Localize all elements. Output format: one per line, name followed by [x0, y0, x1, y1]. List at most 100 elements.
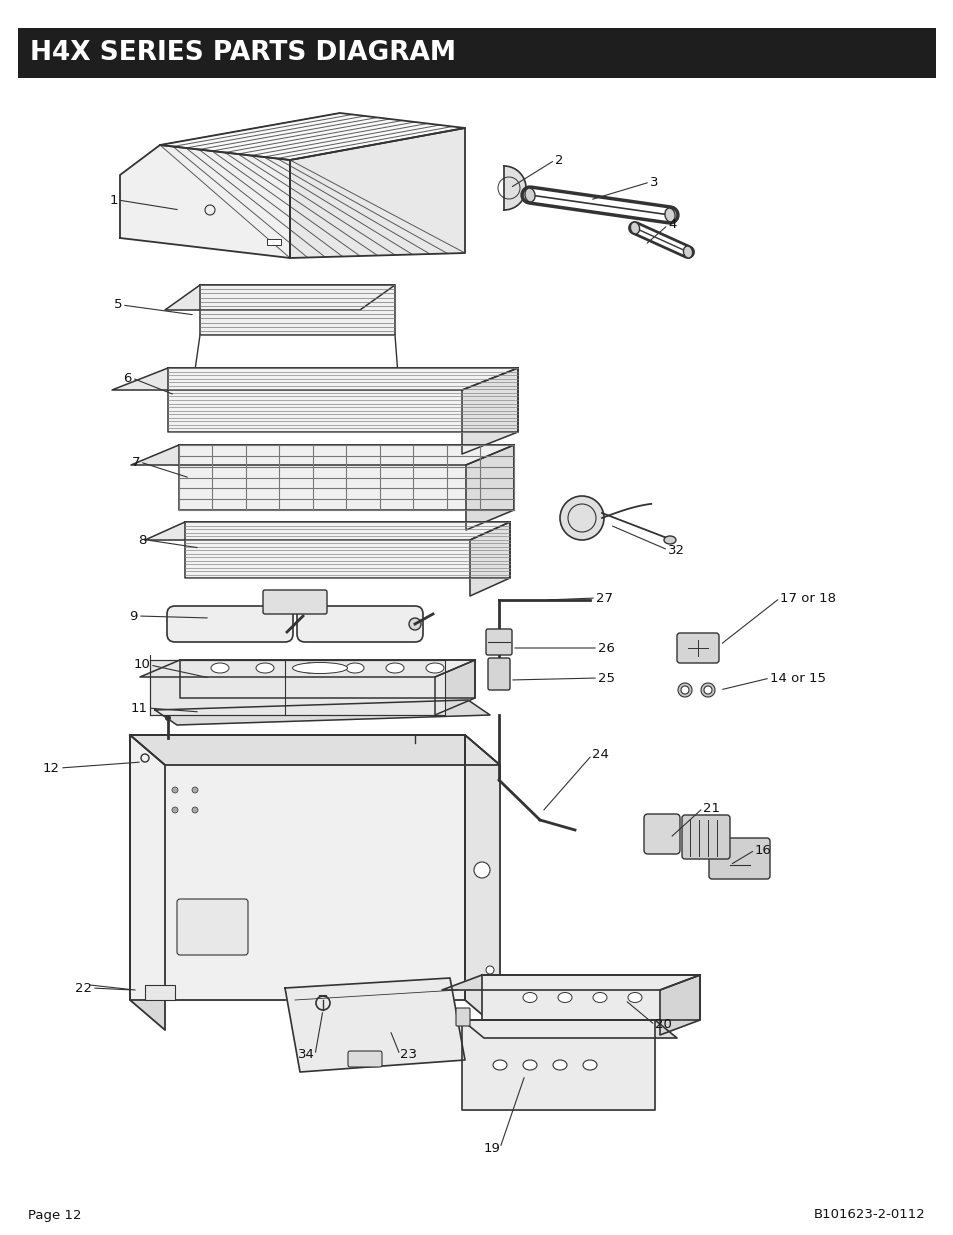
FancyBboxPatch shape: [677, 634, 719, 663]
Text: 24: 24: [592, 748, 608, 762]
FancyBboxPatch shape: [167, 606, 293, 642]
FancyBboxPatch shape: [263, 590, 327, 614]
Polygon shape: [503, 165, 525, 210]
Polygon shape: [165, 285, 395, 310]
Polygon shape: [659, 974, 700, 1035]
Polygon shape: [180, 659, 475, 698]
Text: 21: 21: [702, 802, 720, 815]
Ellipse shape: [346, 663, 364, 673]
Text: B101623-2-0112: B101623-2-0112: [814, 1209, 925, 1221]
Ellipse shape: [553, 1060, 566, 1070]
Circle shape: [165, 715, 171, 721]
Ellipse shape: [558, 993, 572, 1003]
Polygon shape: [285, 978, 464, 1072]
Polygon shape: [465, 445, 514, 530]
FancyBboxPatch shape: [456, 1008, 470, 1026]
Polygon shape: [131, 445, 514, 466]
Text: Page 12: Page 12: [28, 1209, 81, 1221]
FancyBboxPatch shape: [708, 839, 769, 879]
Ellipse shape: [522, 1060, 537, 1070]
Ellipse shape: [582, 1060, 597, 1070]
Polygon shape: [464, 735, 499, 1030]
Text: 26: 26: [598, 641, 615, 655]
Polygon shape: [154, 700, 490, 725]
Ellipse shape: [593, 993, 606, 1003]
Text: 1: 1: [110, 194, 118, 206]
Ellipse shape: [627, 993, 641, 1003]
Text: 9: 9: [130, 610, 138, 622]
FancyBboxPatch shape: [681, 815, 729, 860]
Circle shape: [409, 618, 420, 630]
Polygon shape: [200, 285, 395, 335]
Text: 12: 12: [43, 762, 60, 774]
Ellipse shape: [493, 1060, 506, 1070]
Text: H4X SERIES PARTS DIAGRAM: H4X SERIES PARTS DIAGRAM: [30, 40, 456, 65]
Text: 4: 4: [667, 219, 676, 231]
Polygon shape: [130, 735, 165, 1030]
Circle shape: [172, 787, 178, 793]
Text: 2: 2: [555, 153, 563, 167]
Text: 3: 3: [649, 175, 658, 189]
Ellipse shape: [664, 207, 675, 222]
Text: 5: 5: [113, 299, 122, 311]
Polygon shape: [185, 522, 510, 578]
Ellipse shape: [682, 246, 692, 258]
Bar: [18, 28, 935, 78]
Polygon shape: [130, 735, 499, 764]
Text: 27: 27: [596, 592, 613, 604]
Circle shape: [172, 806, 178, 813]
FancyBboxPatch shape: [419, 986, 450, 1000]
FancyBboxPatch shape: [348, 1051, 381, 1067]
FancyBboxPatch shape: [296, 606, 422, 642]
Text: 25: 25: [598, 672, 615, 684]
Text: 34: 34: [297, 1049, 314, 1062]
Ellipse shape: [630, 222, 639, 233]
Text: 10: 10: [133, 658, 150, 672]
FancyBboxPatch shape: [488, 658, 510, 690]
Circle shape: [192, 787, 198, 793]
Ellipse shape: [524, 188, 535, 203]
Text: 8: 8: [138, 534, 147, 547]
Bar: [150, 659, 444, 715]
Text: 7: 7: [132, 456, 140, 468]
Ellipse shape: [301, 663, 318, 673]
Polygon shape: [112, 368, 517, 390]
Ellipse shape: [522, 993, 537, 1003]
Polygon shape: [120, 144, 290, 258]
Bar: [267, 240, 281, 245]
Polygon shape: [160, 112, 464, 161]
Circle shape: [192, 806, 198, 813]
Text: 14 or 15: 14 or 15: [769, 672, 825, 684]
Text: 23: 23: [399, 1049, 416, 1062]
Ellipse shape: [663, 536, 676, 543]
Polygon shape: [179, 445, 514, 510]
Ellipse shape: [255, 663, 274, 673]
Polygon shape: [441, 974, 700, 990]
Polygon shape: [145, 522, 510, 540]
Text: 11: 11: [131, 701, 148, 715]
Polygon shape: [435, 659, 475, 715]
Polygon shape: [461, 1020, 655, 1110]
Polygon shape: [130, 735, 464, 1000]
Ellipse shape: [426, 663, 443, 673]
Text: 22: 22: [75, 982, 91, 994]
Polygon shape: [461, 368, 517, 454]
FancyBboxPatch shape: [177, 899, 248, 955]
Ellipse shape: [211, 663, 229, 673]
Ellipse shape: [386, 663, 403, 673]
Circle shape: [485, 966, 494, 974]
Text: 19: 19: [482, 1141, 499, 1155]
FancyBboxPatch shape: [643, 814, 679, 853]
Text: 20: 20: [655, 1019, 671, 1031]
Polygon shape: [168, 368, 517, 432]
Ellipse shape: [293, 662, 347, 673]
Polygon shape: [140, 659, 475, 677]
Polygon shape: [290, 128, 464, 258]
Text: 17 or 18: 17 or 18: [780, 592, 835, 604]
Text: 16: 16: [754, 844, 771, 857]
Circle shape: [559, 496, 603, 540]
Circle shape: [474, 862, 490, 878]
FancyBboxPatch shape: [145, 986, 174, 1000]
Text: 6: 6: [124, 372, 132, 384]
Text: 32: 32: [667, 543, 684, 557]
